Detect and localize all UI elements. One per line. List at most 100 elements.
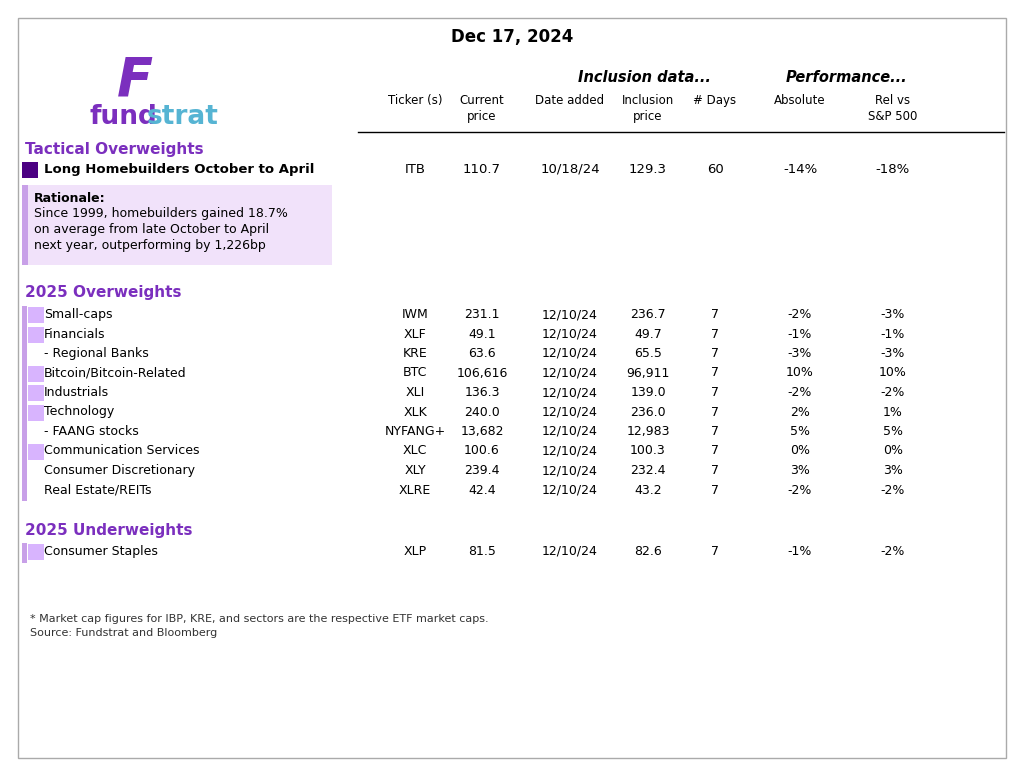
Bar <box>22 162 38 178</box>
Text: 12/10/24: 12/10/24 <box>542 347 598 360</box>
Text: 7: 7 <box>711 483 719 497</box>
Text: 7: 7 <box>711 386 719 399</box>
Text: XLP: XLP <box>403 545 427 558</box>
Text: Long Homebuilders October to April: Long Homebuilders October to April <box>44 163 314 176</box>
Text: 3: 3 <box>33 406 40 415</box>
Text: 12/10/24: 12/10/24 <box>542 366 598 379</box>
Text: Tactical Overweights: Tactical Overweights <box>25 142 204 157</box>
Text: strat: strat <box>147 104 219 130</box>
Text: 2025 Underweights: 2025 Underweights <box>25 523 193 538</box>
Text: 0%: 0% <box>790 445 810 458</box>
Text: * Market cap figures for IBP, KRE, and sectors are the respective ETF market cap: * Market cap figures for IBP, KRE, and s… <box>30 615 488 625</box>
Bar <box>28 385 44 401</box>
Text: XLY: XLY <box>404 464 426 477</box>
Text: on average from late October to April: on average from late October to April <box>34 223 269 236</box>
Text: 10%: 10% <box>786 366 814 379</box>
Text: 231.1: 231.1 <box>464 308 500 321</box>
Text: 12/10/24: 12/10/24 <box>542 308 598 321</box>
Text: Technology: Technology <box>44 406 115 418</box>
Text: BTC: BTC <box>402 366 427 379</box>
Text: 65.5: 65.5 <box>634 347 662 360</box>
Text: Real Estate/REITs: Real Estate/REITs <box>44 483 152 497</box>
Text: - Regional Banks: - Regional Banks <box>44 347 148 360</box>
Text: 2%: 2% <box>791 406 810 418</box>
Text: -2%: -2% <box>881 545 905 558</box>
Bar <box>28 307 44 323</box>
Text: 12/10/24: 12/10/24 <box>542 327 598 341</box>
Text: 7: 7 <box>711 406 719 418</box>
Bar <box>28 327 44 342</box>
Text: # Days: # Days <box>693 94 736 107</box>
Text: 3%: 3% <box>791 464 810 477</box>
Text: Inclusion data...: Inclusion data... <box>578 70 711 85</box>
Text: Source: Fundstrat and Bloomberg: Source: Fundstrat and Bloomberg <box>30 629 217 639</box>
Text: 1%: 1% <box>883 406 903 418</box>
Text: -2%: -2% <box>787 308 812 321</box>
Text: 12/10/24: 12/10/24 <box>542 406 598 418</box>
Text: 1: 1 <box>33 308 40 318</box>
Text: ITB: ITB <box>404 163 426 176</box>
Text: 106,616: 106,616 <box>457 366 508 379</box>
Text: 1: 1 <box>27 163 34 173</box>
Text: -2%: -2% <box>881 386 905 399</box>
Text: XLRE: XLRE <box>399 483 431 497</box>
Text: 139.0: 139.0 <box>630 386 666 399</box>
Text: XLK: XLK <box>403 406 427 418</box>
Text: -3%: -3% <box>881 347 905 360</box>
Text: 239.4: 239.4 <box>464 464 500 477</box>
Text: 236.0: 236.0 <box>630 406 666 418</box>
Text: 2: 2 <box>33 386 40 396</box>
Circle shape <box>106 48 163 104</box>
Text: 7: 7 <box>711 545 719 558</box>
Text: Financials: Financials <box>44 327 105 341</box>
Text: 12/10/24: 12/10/24 <box>542 425 598 438</box>
Text: 100.3: 100.3 <box>630 445 666 458</box>
Text: Bitcoin/Bitcoin-Related: Bitcoin/Bitcoin-Related <box>44 366 186 379</box>
Bar <box>28 404 44 421</box>
Text: 49.1: 49.1 <box>468 327 496 341</box>
Text: 129.3: 129.3 <box>629 163 667 176</box>
Text: -1%: -1% <box>787 327 812 341</box>
Bar <box>28 544 44 560</box>
Text: 49.7: 49.7 <box>634 327 662 341</box>
Text: 13,682: 13,682 <box>460 425 504 438</box>
Text: 3%: 3% <box>883 464 903 477</box>
Text: 82.6: 82.6 <box>634 545 662 558</box>
Text: 240.0: 240.0 <box>464 406 500 418</box>
Text: fund: fund <box>90 104 158 130</box>
Text: Absolute: Absolute <box>774 94 825 107</box>
Text: 1: 1 <box>33 366 40 376</box>
Text: KRE: KRE <box>402 347 427 360</box>
Text: Consumer Staples: Consumer Staples <box>44 545 158 558</box>
Bar <box>22 185 332 265</box>
Text: 12/10/24: 12/10/24 <box>542 545 598 558</box>
Bar <box>22 543 27 563</box>
Text: 7: 7 <box>711 308 719 321</box>
Text: 1: 1 <box>33 545 40 555</box>
Text: 43.2: 43.2 <box>634 483 662 497</box>
Text: -2%: -2% <box>787 483 812 497</box>
Text: -14%: -14% <box>783 163 817 176</box>
Text: 7: 7 <box>711 327 719 341</box>
Text: -2%: -2% <box>881 483 905 497</box>
Text: Consumer Discretionary: Consumer Discretionary <box>44 464 195 477</box>
Text: 7: 7 <box>711 445 719 458</box>
Bar <box>28 365 44 382</box>
Text: 42.4: 42.4 <box>468 483 496 497</box>
Text: -3%: -3% <box>881 308 905 321</box>
Text: Inclusion
price: Inclusion price <box>622 94 674 123</box>
Text: 96,911: 96,911 <box>627 366 670 379</box>
Text: 236.7: 236.7 <box>630 308 666 321</box>
Bar <box>28 444 44 459</box>
Text: 12/10/24: 12/10/24 <box>542 464 598 477</box>
Text: Date added: Date added <box>536 94 604 107</box>
Text: 10/18/24: 10/18/24 <box>541 163 600 176</box>
Text: Dec 17, 2024: Dec 17, 2024 <box>451 28 573 46</box>
Text: 7: 7 <box>711 464 719 477</box>
Text: XLI: XLI <box>406 386 425 399</box>
Text: Since 1999, homebuilders gained 18.7%: Since 1999, homebuilders gained 18.7% <box>34 207 288 220</box>
Text: 232.4: 232.4 <box>630 464 666 477</box>
Text: next year, outperforming by 1,226bp: next year, outperforming by 1,226bp <box>34 239 266 252</box>
Text: Small-caps: Small-caps <box>44 308 113 321</box>
Text: NYFANG+: NYFANG+ <box>384 425 445 438</box>
